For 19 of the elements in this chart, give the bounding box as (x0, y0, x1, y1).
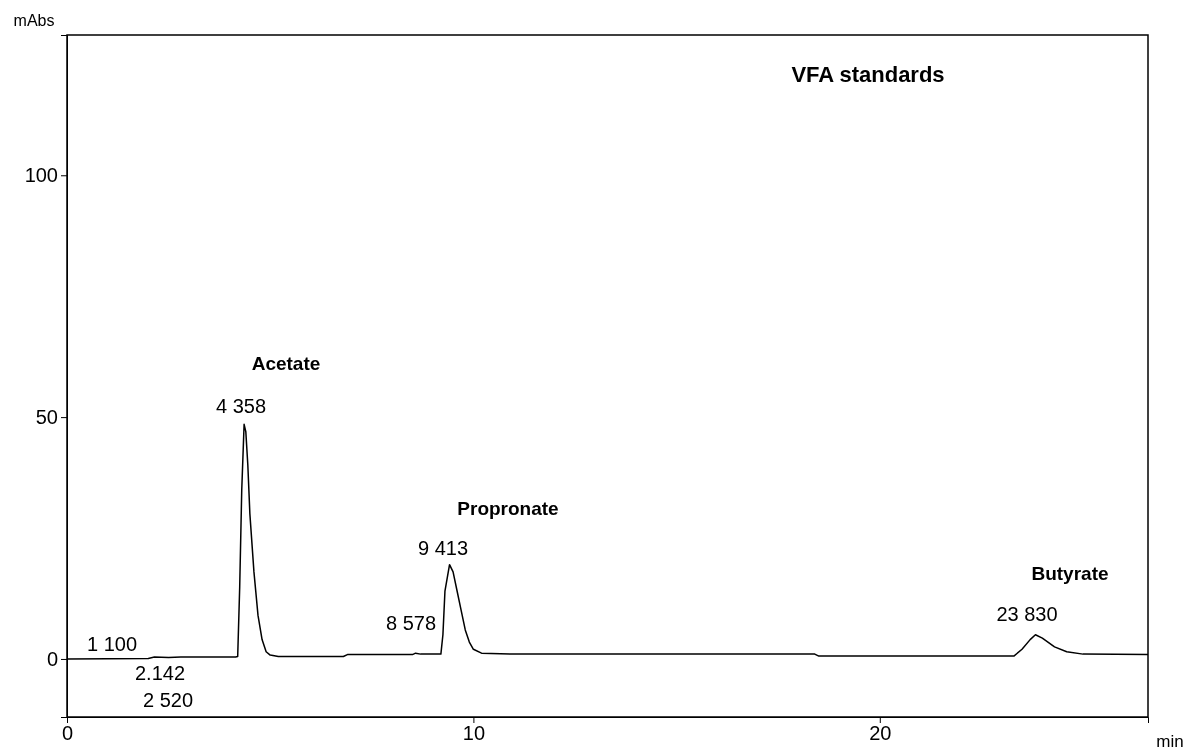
annotation: Acetate (251, 353, 321, 374)
annotation: Propronate (457, 498, 559, 519)
annotation: 9 413 (417, 537, 469, 559)
y-axis-title: mAbs (13, 12, 55, 29)
text: VFA standards (791, 62, 945, 87)
annotation: 1 100 (86, 633, 138, 655)
y-tick-label: 100 (24, 164, 58, 187)
annotation: 4 358 (215, 395, 267, 417)
x-tick-label: 10 (462, 722, 486, 745)
annotation: 2 520 (142, 689, 194, 711)
y-tick-label: 50 (35, 406, 58, 429)
y-tick-label: 0 (46, 647, 58, 670)
annotation: 23 830 (996, 603, 1058, 625)
annotation: 8 578 (385, 612, 437, 634)
annotation: 2.142 (134, 662, 186, 684)
x-axis-title: min (1156, 732, 1184, 751)
x-tick-label: 20 (869, 722, 892, 745)
annotation: Butyrate (1031, 563, 1109, 584)
x-tick-label: 0 (61, 722, 74, 745)
